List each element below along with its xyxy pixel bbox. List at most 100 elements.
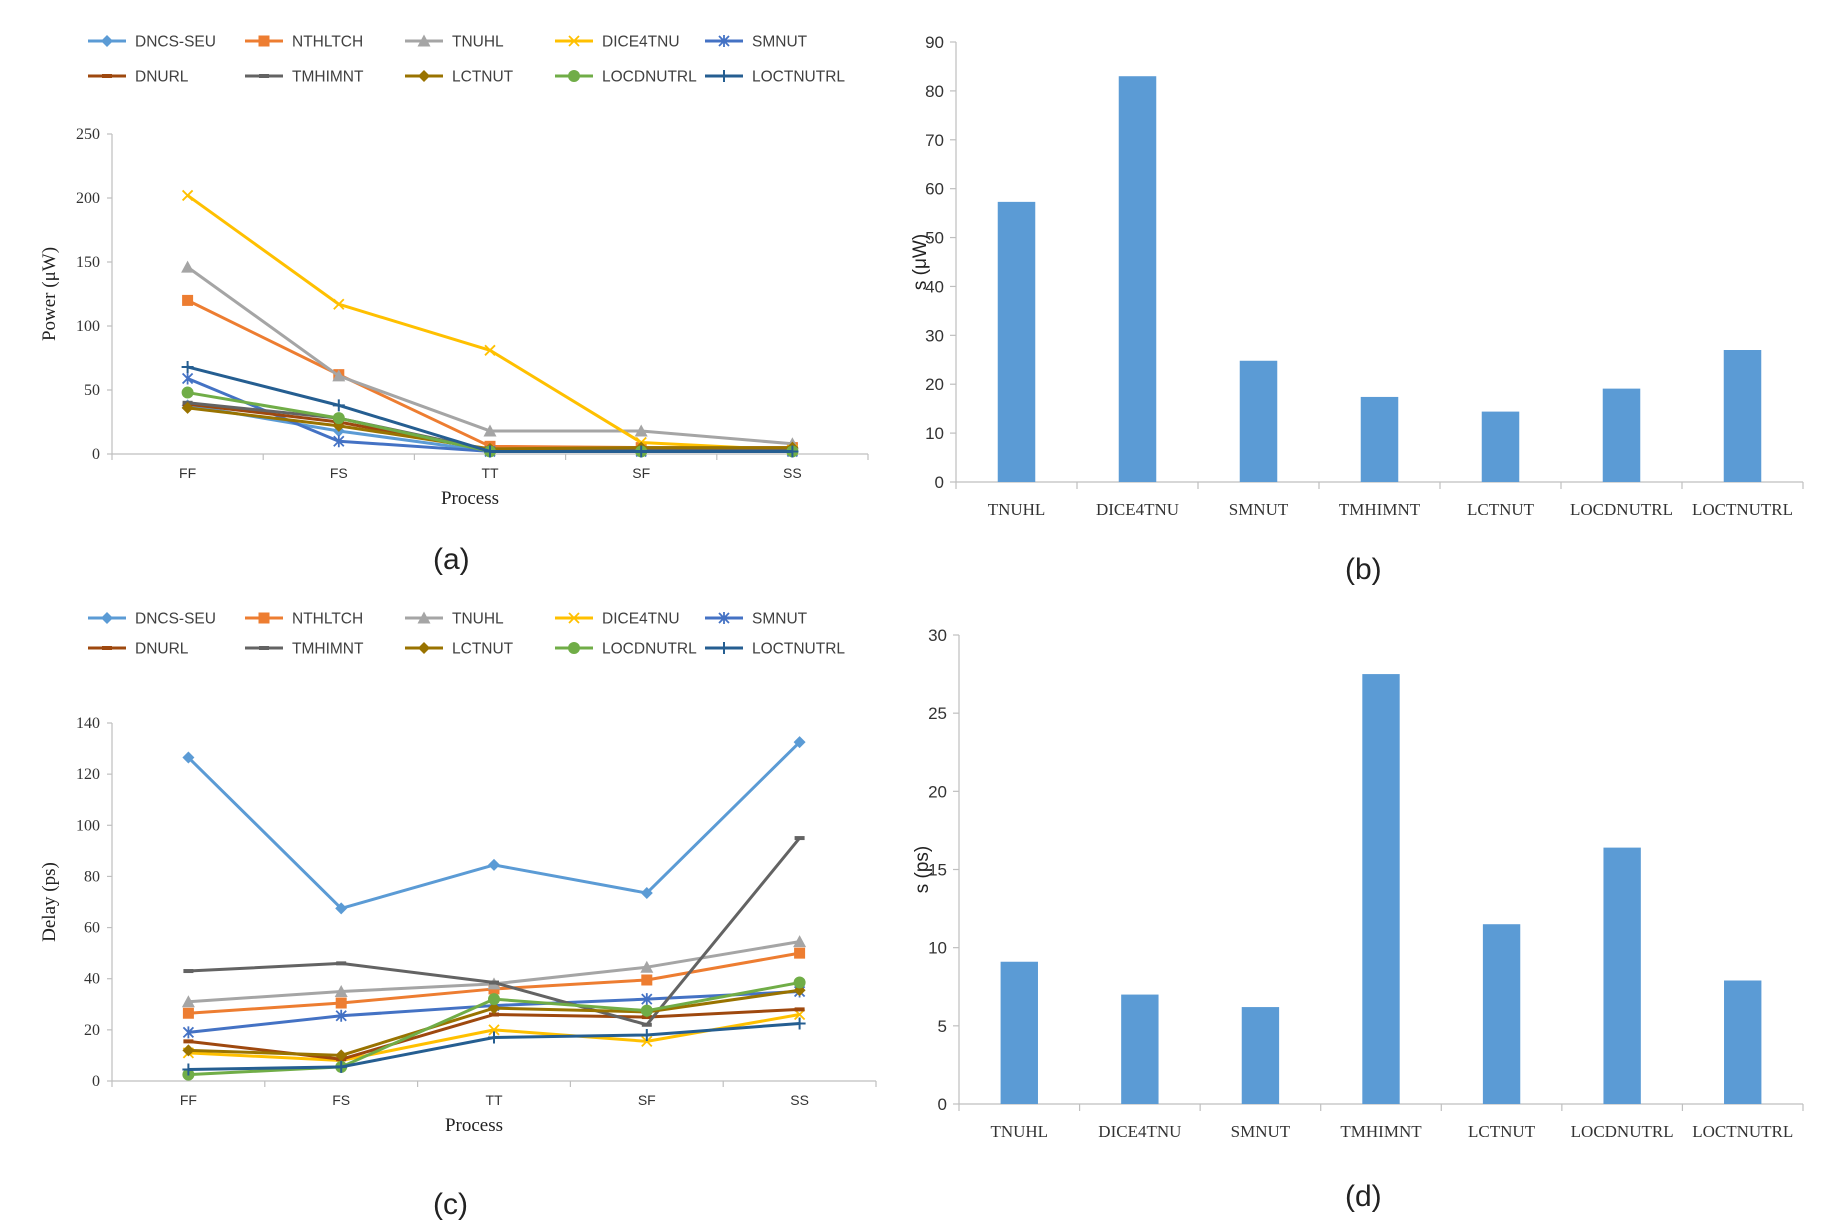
data-point-tnuhl — [634, 424, 648, 437]
data-point-smnut — [641, 993, 653, 1006]
legend-item-smnut: SMNUT — [705, 34, 808, 51]
bar-dice4tnu — [1121, 994, 1159, 1104]
data-point-loctnutrl — [793, 1017, 806, 1030]
legend-label-locdnutrl: LOCDNUTRL — [602, 69, 697, 86]
bar-lctnut — [1481, 411, 1520, 482]
panel-label-d: (d) — [1345, 1180, 1382, 1213]
y-tick-label: 40 — [925, 277, 944, 296]
x-tick-label: DICE4TNU — [1098, 1122, 1181, 1141]
data-point-tmhimnt — [336, 961, 347, 966]
y-tick-label: 140 — [76, 715, 100, 732]
legend-marker-smnut — [718, 612, 730, 624]
data-point-dnurl — [183, 1039, 194, 1044]
data-point-dncs-seu — [793, 736, 806, 749]
data-point-smnut — [181, 372, 194, 385]
legend-item-dncs-seu: DNCS-SEU — [88, 611, 216, 628]
y-axis-title: Power (μW) — [39, 247, 60, 341]
panel-label-a: (a) — [433, 543, 470, 576]
data-point-dice4tnu — [488, 1024, 500, 1036]
delay-line-chart-panel: DNCS-SEU NTHLTCH TNUHL DICE4TNU SMNUT DNURL TM… — [0, 590, 900, 1224]
legend-item-tmhimnt: TMHIMNT — [245, 641, 364, 658]
data-point-locdnutrl — [793, 976, 806, 989]
y-tick-label: 25 — [928, 704, 947, 723]
x-tick-label: SMNUT — [1229, 500, 1289, 519]
y-tick-label: 250 — [76, 126, 100, 143]
data-point-dice4tnu — [333, 298, 345, 310]
y-tick-label: 30 — [925, 326, 944, 345]
legend-item-nthltch: NTHLTCH — [245, 611, 363, 628]
data-point-tmhimnt — [794, 836, 805, 841]
bar-dice4tnu — [1118, 76, 1157, 482]
data-point-nthltch — [182, 1007, 194, 1019]
bar-lctnut — [1482, 924, 1521, 1104]
y-tick-label: 0 — [92, 1073, 100, 1090]
legend-item-dice4tnu: DICE4TNU — [555, 611, 680, 628]
data-point-tmhimnt — [489, 980, 499, 985]
legend-label-locdnutrl: LOCDNUTRL — [602, 641, 697, 658]
legend-item-loctnutrl: LOCTNUTRL — [705, 641, 845, 658]
legend-label-lctnut: LCTNUT — [452, 641, 514, 658]
data-point-dncs-seu — [640, 887, 653, 900]
y-tick-label: 20 — [928, 782, 947, 801]
y-axis-title: Delay (ps) — [39, 862, 60, 942]
legend-label-tmhimnt: TMHIMNT — [292, 641, 364, 658]
legend-label-dice4tnu: DICE4TNU — [602, 34, 680, 51]
legend-marker-dnurl — [102, 646, 112, 650]
y-tick-label: 90 — [925, 33, 944, 52]
x-axis-title: Process — [445, 1115, 503, 1136]
data-point-tnuhl — [332, 369, 346, 382]
x-tick-label: TMHIMNT — [1339, 500, 1421, 519]
y-tick-label: 150 — [76, 254, 100, 271]
bar-smnut — [1241, 1007, 1280, 1104]
bar-tmhimnt — [1362, 674, 1400, 1104]
legend-item-dncs-seu: DNCS-SEU — [88, 34, 216, 51]
series-loctnutrl — [182, 1017, 806, 1076]
data-point-dice4tnu — [484, 344, 496, 356]
legend-item-dice4tnu: DICE4TNU — [555, 34, 680, 51]
legend-item-tmhimnt: TMHIMNT — [245, 69, 364, 86]
data-point-lctnut — [488, 1002, 500, 1015]
legend-label-lctnut: LCTNUT — [452, 69, 514, 86]
y-tick-label: 0 — [92, 446, 100, 463]
data-point-tmhimnt — [183, 969, 194, 974]
legend-item-smnut: SMNUT — [705, 611, 808, 628]
data-point-loctnutrl — [635, 445, 648, 458]
x-tick-label: TMHIMNT — [1340, 1122, 1422, 1141]
legend-label-nthltch: NTHLTCH — [292, 34, 363, 51]
x-tick-label: LOCDNUTRL — [1571, 1122, 1674, 1141]
data-point-tnuhl — [181, 260, 195, 273]
data-point-locdnutrl — [332, 412, 345, 425]
x-tick-label: TT — [481, 465, 499, 481]
x-tick-label: FS — [332, 1092, 350, 1108]
bar-loctnutrl — [1723, 350, 1762, 482]
data-point-dncs-seu — [335, 902, 348, 915]
power-line-chart: DNCS-SEU NTHLTCH TNUHL DICE4TNU SMNUT DNURL TM… — [39, 34, 869, 509]
data-point-smnut — [333, 435, 345, 448]
data-point-nthltch — [641, 974, 653, 986]
delay-line-chart: DNCS-SEU NTHLTCH TNUHL DICE4TNU SMNUT DNURL TM… — [39, 611, 877, 1136]
x-tick-label: TT — [485, 1092, 503, 1108]
x-tick-label: FF — [180, 1092, 197, 1108]
data-point-dnurl — [489, 1012, 499, 1017]
legend-item-locdnutrl: LOCDNUTRL — [555, 641, 697, 658]
x-tick-label: SF — [638, 1092, 656, 1108]
x-tick-label: SMNUT — [1231, 1122, 1291, 1141]
legend-marker-locdnutrl — [568, 642, 580, 654]
data-point-loctnutrl — [335, 1060, 348, 1073]
panel-label-b: (b) — [1345, 553, 1382, 586]
series-line-dncs-seu — [187, 741, 801, 910]
legend-marker-tmhimnt — [259, 646, 269, 650]
data-point-tnuhl — [181, 995, 195, 1008]
data-point-tnuhl — [483, 424, 497, 437]
x-tick-label: LOCTNUTRL — [1692, 1122, 1793, 1141]
data-point-nthltch — [794, 947, 806, 959]
data-point-locdnutrl — [640, 1004, 653, 1017]
data-point-loctnutrl — [484, 445, 496, 458]
data-point-loctnutrl — [640, 1028, 653, 1041]
x-tick-label: TNUHL — [988, 500, 1046, 519]
x-tick-label: FF — [179, 465, 196, 481]
data-point-dice4tnu — [641, 1035, 653, 1048]
y-tick-label: 60 — [925, 180, 944, 199]
legend-marker-tnuhl — [417, 34, 431, 47]
y-tick-label: 50 — [84, 382, 100, 399]
